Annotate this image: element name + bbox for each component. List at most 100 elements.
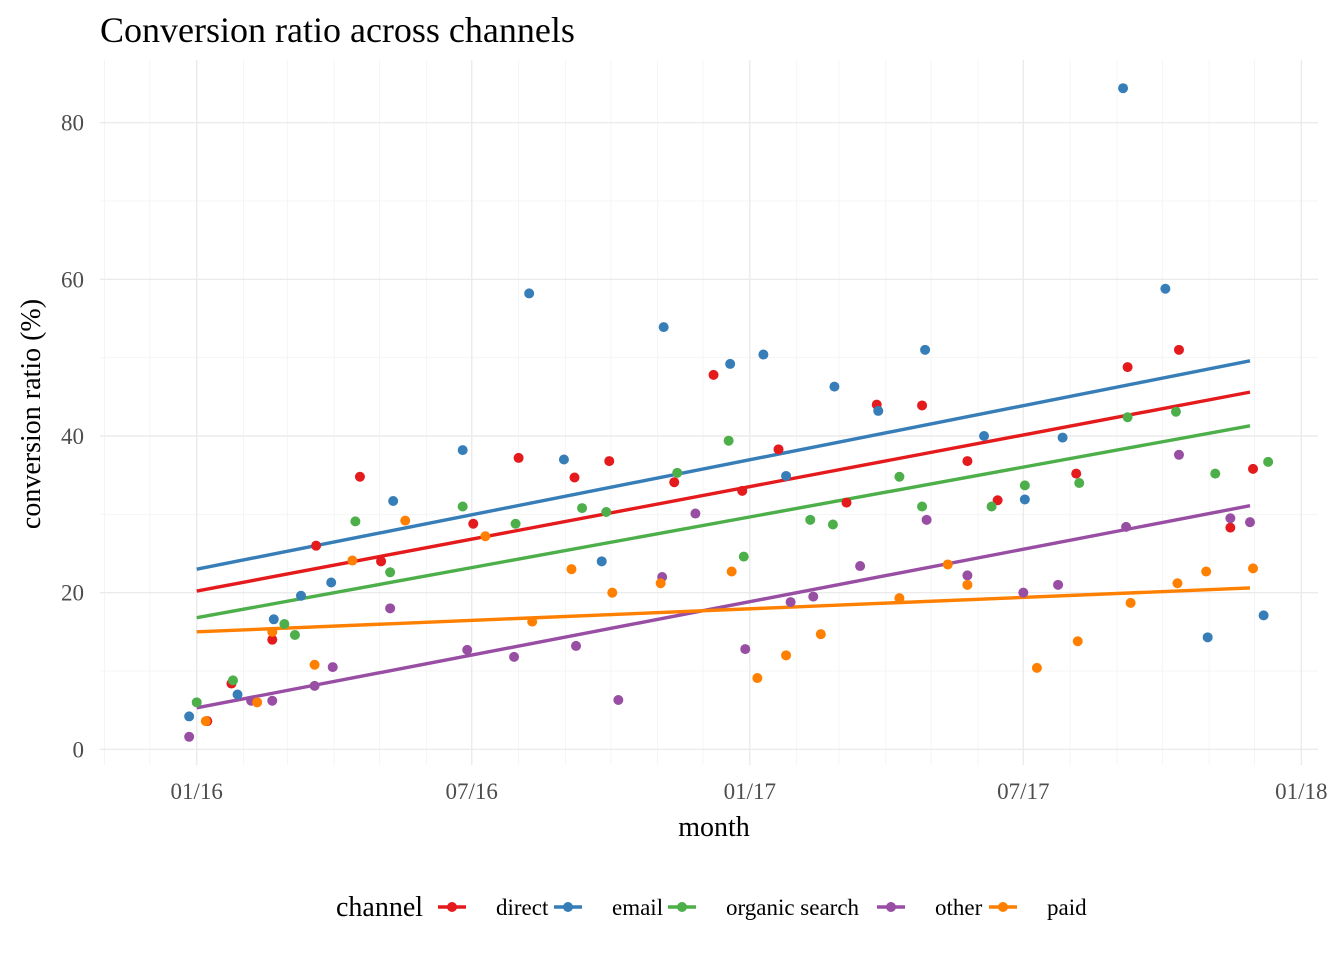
legend-label-paid: paid — [1047, 895, 1087, 920]
x-tick-label: 01/16 — [171, 779, 223, 804]
point-organic-search — [723, 435, 734, 446]
point-paid — [527, 616, 538, 627]
point-paid — [1072, 636, 1083, 647]
point-direct — [604, 456, 615, 467]
point-other — [1121, 521, 1132, 532]
point-paid — [815, 629, 826, 640]
point-email — [873, 405, 884, 416]
point-other — [462, 644, 473, 655]
point-email — [596, 556, 607, 567]
point-organic-search — [917, 501, 928, 512]
point-email — [268, 614, 279, 625]
point-organic-search — [805, 514, 816, 525]
legend-label-direct: direct — [496, 895, 549, 920]
point-direct — [962, 456, 973, 467]
point-other — [855, 561, 866, 572]
point-direct — [708, 369, 719, 380]
point-paid — [1031, 662, 1042, 673]
point-email — [524, 288, 535, 299]
point-email — [1258, 610, 1269, 621]
trend-lines — [196, 359, 1251, 710]
point-email — [388, 496, 399, 507]
point-email — [1118, 83, 1129, 94]
point-other — [327, 662, 338, 673]
point-other — [1018, 587, 1029, 598]
legend-key-dot-email — [563, 902, 573, 912]
point-organic-search — [986, 501, 997, 512]
x-tick-label: 01/17 — [724, 779, 776, 804]
point-direct — [1248, 463, 1259, 474]
point-paid — [267, 626, 278, 637]
point-direct — [1071, 468, 1082, 479]
point-email — [457, 445, 468, 456]
point-paid — [726, 566, 737, 577]
point-direct — [992, 495, 1003, 506]
point-organic-search — [385, 567, 396, 578]
x-tick-label: 07/17 — [997, 779, 1049, 804]
point-email — [184, 711, 195, 722]
point-organic-search — [289, 629, 300, 640]
chart-title: Conversion ratio across channels — [100, 10, 575, 50]
point-other — [309, 680, 320, 691]
y-axis-ticks: 0 20 40 60 80 — [61, 111, 84, 763]
point-organic-search — [672, 467, 683, 478]
point-email — [979, 431, 990, 441]
point-email — [781, 470, 792, 481]
y-tick-label: 20 — [61, 581, 84, 606]
point-paid — [781, 650, 792, 661]
x-axis-title: month — [678, 812, 750, 843]
x-tick-label: 07/16 — [446, 779, 498, 804]
trend-line-other — [196, 504, 1251, 710]
point-email — [1202, 632, 1213, 643]
point-organic-search — [827, 519, 838, 530]
point-organic-search — [738, 551, 749, 562]
point-direct — [1122, 362, 1133, 373]
point-other — [740, 644, 751, 655]
y-tick-label: 40 — [61, 424, 84, 449]
legend: channel direct email organic search other pa… — [336, 892, 1087, 923]
point-organic-search — [1122, 412, 1133, 423]
point-paid — [566, 564, 577, 575]
point-organic-search — [1019, 480, 1030, 491]
point-organic-search — [1263, 456, 1274, 467]
point-email — [232, 689, 243, 700]
point-organic-search — [577, 503, 588, 514]
point-paid — [1125, 597, 1136, 608]
y-tick-label: 60 — [61, 267, 84, 292]
point-direct — [267, 634, 278, 645]
point-paid — [309, 659, 320, 670]
point-direct — [1173, 344, 1184, 355]
point-paid — [962, 579, 973, 590]
point-organic-search — [227, 675, 238, 686]
trend-line-direct — [196, 390, 1251, 593]
point-other — [571, 640, 582, 651]
point-email — [326, 577, 337, 588]
point-direct — [468, 518, 479, 529]
point-email — [829, 381, 840, 392]
point-other — [267, 695, 278, 706]
point-email — [758, 349, 769, 360]
point-paid — [607, 587, 618, 598]
point-email — [725, 358, 736, 369]
point-paid — [347, 555, 358, 566]
point-direct — [917, 400, 928, 411]
legend-key-dot-direct — [447, 902, 457, 912]
point-paid — [752, 673, 763, 684]
point-paid — [942, 559, 953, 570]
point-paid — [480, 531, 491, 542]
point-direct — [311, 540, 322, 551]
point-other — [785, 597, 796, 608]
point-paid — [1201, 566, 1212, 577]
y-tick-label: 0 — [73, 737, 85, 762]
legend-label-email: email — [612, 895, 663, 920]
legend-key-dot-organic-search — [677, 902, 687, 912]
point-direct — [513, 452, 524, 463]
point-organic-search — [457, 501, 468, 512]
data-points — [184, 83, 1274, 742]
point-other — [808, 591, 819, 602]
y-tick-label: 80 — [61, 111, 84, 136]
point-paid — [655, 578, 666, 589]
x-tick-label: 01/18 — [1275, 779, 1327, 804]
point-paid — [1172, 578, 1183, 589]
point-organic-search — [510, 518, 521, 529]
